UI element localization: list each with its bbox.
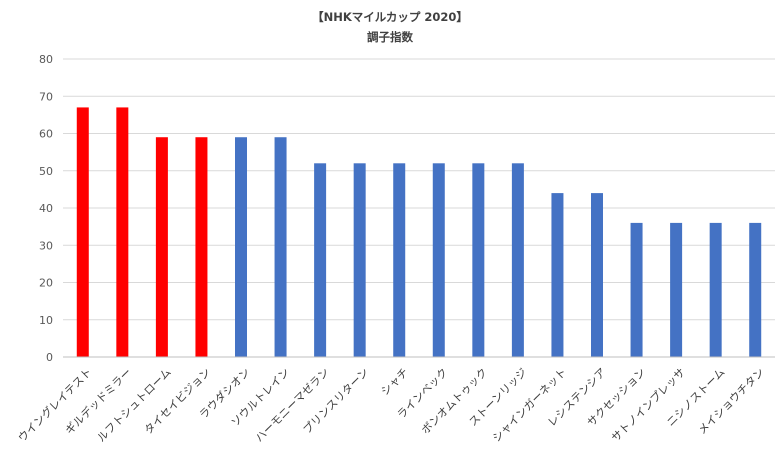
bar <box>432 163 445 357</box>
y-tick-label: 50 <box>39 165 53 178</box>
bar <box>235 137 247 357</box>
bar <box>314 163 327 357</box>
y-tick-label: 70 <box>39 90 53 103</box>
x-category-label: シャチ <box>378 366 411 399</box>
y-tick-label: 40 <box>39 202 53 215</box>
bars <box>76 107 762 357</box>
gridlines <box>63 58 775 321</box>
bar <box>749 222 762 357</box>
bar <box>76 107 89 357</box>
bar <box>511 163 524 357</box>
bar <box>195 137 208 357</box>
bar <box>353 163 366 357</box>
bar <box>393 163 406 357</box>
bar <box>630 222 643 357</box>
x-category-label: シャインガーネット <box>490 366 569 445</box>
x-category-label: ギルデッドミラー <box>62 365 134 437</box>
y-tick-label: 0 <box>46 351 53 364</box>
y-axis-ticks: 0 10 20 30 40 50 60 70 80 <box>39 53 53 364</box>
bar <box>709 222 722 357</box>
bar <box>670 222 683 357</box>
x-category-label: サトノインプレッサ <box>609 366 688 445</box>
chart-subtitle: 調子指数 <box>367 30 413 44</box>
y-tick-label: 80 <box>39 53 53 66</box>
y-tick-label: 20 <box>39 277 53 290</box>
bar <box>274 137 287 357</box>
bar <box>116 107 129 357</box>
x-axis-labels: ウイングレイテストギルデッドミラールフトシュトロームタイセイビジョンラウダシオン… <box>15 365 767 445</box>
y-tick-label: 60 <box>39 128 53 141</box>
y-tick-label: 30 <box>39 239 53 252</box>
x-category-label: ハーモニーマゼラン <box>253 366 332 445</box>
x-category-label: ウイングレイテスト <box>15 365 95 445</box>
bar <box>591 193 603 357</box>
chart-title: 【NHKマイルカップ 2020】 <box>312 10 468 24</box>
bar <box>551 193 564 357</box>
y-tick-label: 10 <box>39 314 53 327</box>
bar <box>472 163 485 357</box>
bar <box>155 137 168 357</box>
x-category-label: ルフトシュトローム <box>95 366 174 445</box>
